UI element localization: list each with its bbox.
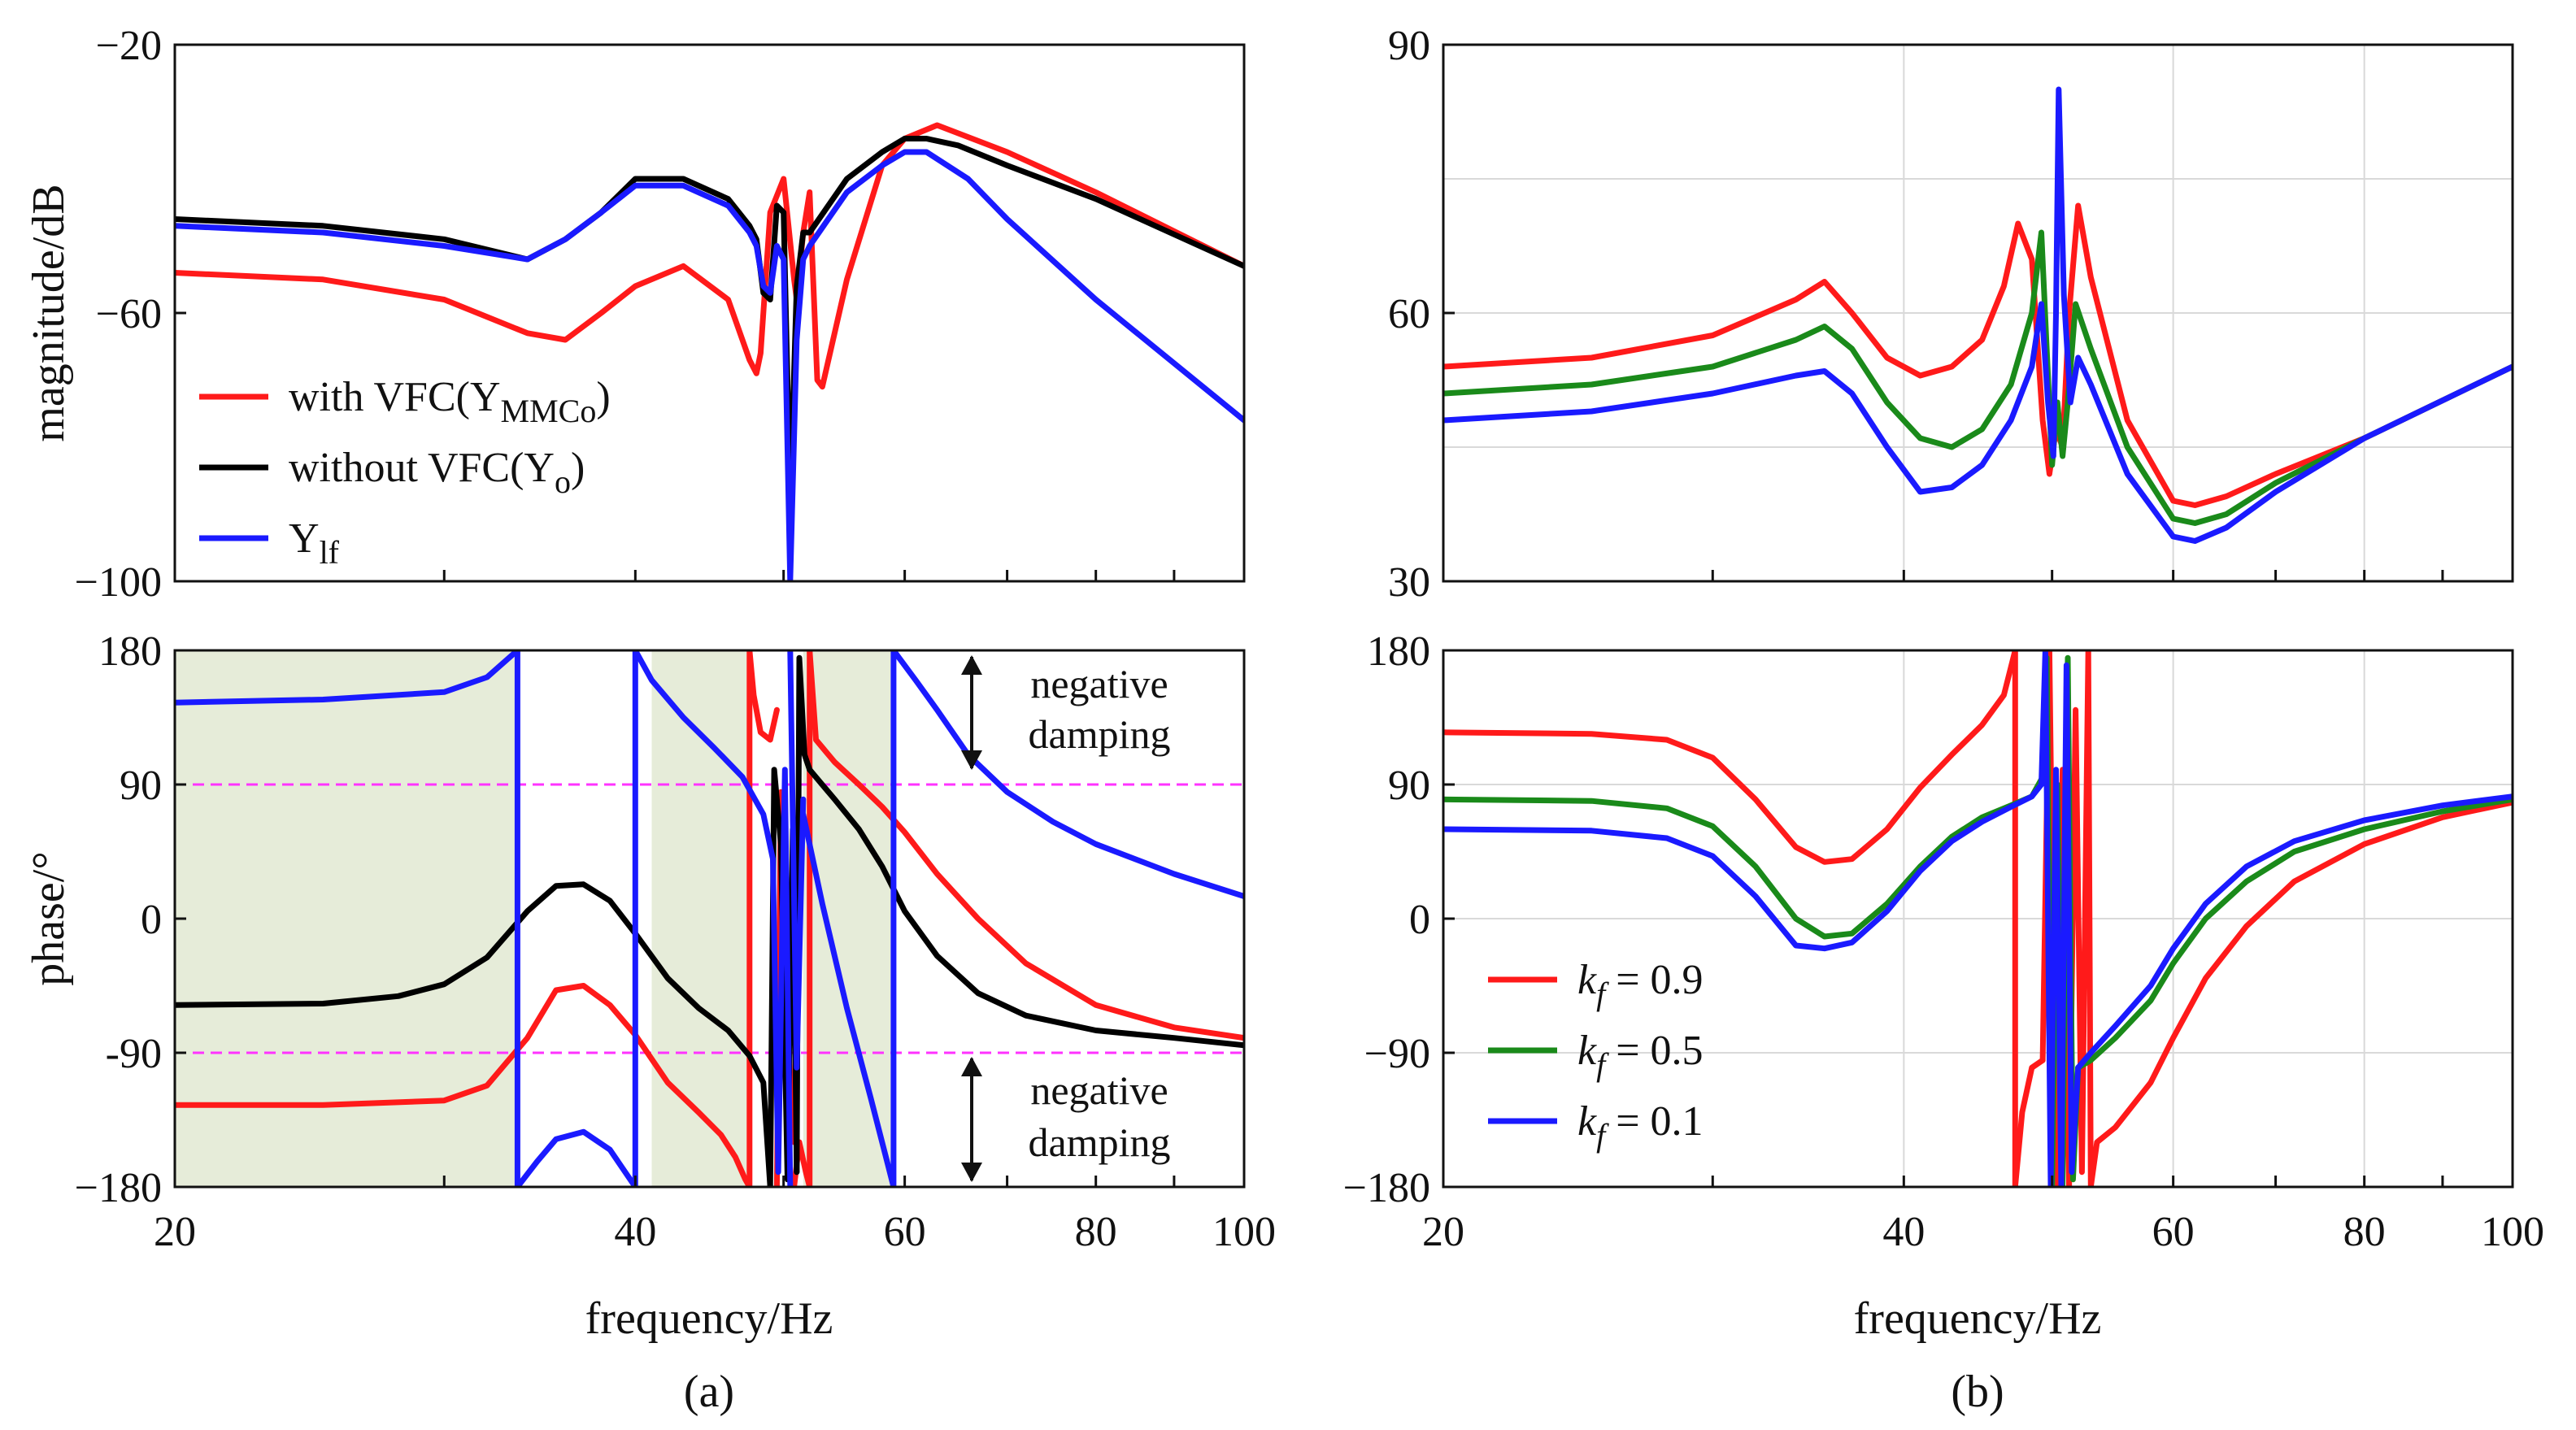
data-series [175,86,2513,1187]
b_mag-ytick-label-0: 90 [1388,23,1430,69]
a_mag-legend-label-2: Ylf [289,515,340,571]
a_phase-xtick-label-2: 60 [884,1209,926,1255]
b_mag-series-1-segment-0 [1443,229,2513,526]
b_phase-series-1-segment-2 [2075,796,2513,1071]
annotation-negative-top: negative [1030,661,1168,706]
b_phase-xtick-label-0: 20 [1422,1209,1464,1255]
b_mag-ytick-label-2: 30 [1388,559,1430,606]
a_phase-series-1-segment-0 [175,881,773,1187]
annotation-negative-bottom: negative [1030,1067,1168,1113]
annotation-damping-bottom: damping [1029,1119,1171,1165]
a_phase-series-2-segment-2 [514,1128,638,1187]
b_phase-xtick-label-3: 80 [2343,1209,2386,1255]
a_phase-series-2-segment-7 [800,811,897,1187]
b_phase-series-0-segment-5 [2087,799,2513,1187]
b_phase-ytick-label-2: 0 [1409,897,1430,943]
a_mag-series-group [175,122,1244,581]
b_phase-series-0-segment-2 [2012,1057,2046,1187]
b_mag-legend-label-1: kf = 0.5 [1577,1028,1704,1083]
b_phase-ytick-label-4: −180 [1343,1165,1430,1211]
a_phase-series-0-segment-6 [807,650,1244,1041]
negative-damping-annotation-top: negative damping [961,655,1170,770]
a_phase-series-0-segment-0 [175,983,753,1187]
a_phase-xtick-label-3: 80 [1075,1209,1117,1255]
b_mag-legend-label-0: kf = 0.9 [1577,957,1704,1012]
a_mag-ytick-label-0: −20 [96,23,162,69]
a_phase-ytick-label-0: 180 [98,628,162,675]
legends: with VFC(YMMCo) without VFC(Yo) Ylf kf = 0.… [199,374,1704,1154]
a_phase-series-2-segment-9 [890,650,1244,899]
b_mag-series-0-segment-0 [1443,202,2513,508]
a_phase-ytick-label-3: -90 [106,1031,162,1077]
b_phase-series-group [1443,650,2513,1187]
x-axis-label-b: frequency/Hz [1854,1293,2102,1344]
y-axis-label-phase: phase/° [24,851,74,985]
b_mag-series-group [1443,86,2513,544]
b_phase-series-2-segment-1 [2039,650,2082,1187]
b_phase-series-2-segment-0 [1443,781,2044,952]
b_mag-series-2-segment-0 [1443,86,2513,544]
panel-a-magnitude-frame [173,43,1246,583]
panel-label-a: (a) [684,1367,734,1417]
b_mag-ytick-label-1: 60 [1388,291,1430,337]
a_phase-series-group [175,650,1244,1187]
annotation-damping-top: damping [1029,711,1171,757]
a_phase-ytick-label-4: −180 [75,1165,162,1211]
negative-damping-shading [175,650,894,1187]
negative-damping-annotation-bottom: negative damping [961,1057,1170,1182]
b_phase-ytick-label-0: 180 [1367,628,1430,675]
a_phase-ytick-label-2: 0 [141,897,162,943]
a_phase-series-2-segment-4 [632,650,776,863]
a_phase-ytick-label-1: 90 [120,763,162,809]
panel-label-b: (b) [1951,1367,2004,1417]
b_phase-ytick-label-3: −90 [1364,1031,1430,1077]
a_phase-series-2-segment-6 [787,650,807,1071]
b_phase-xtick-label-4: 100 [2481,1209,2544,1255]
b_phase-series-2-segment-2 [2075,793,2513,1071]
b_phase-series-1-segment-0 [1443,774,2046,940]
a_phase-series-0-segment-2 [746,650,780,743]
b_mag-legend-label-2: kf = 0.1 [1577,1098,1704,1154]
a_mag-series-2-segment-0 [175,149,1244,581]
grid-lines [1443,44,2513,1188]
a_mag-ytick-label-2: −100 [75,559,162,606]
x-axis-label-a: frequency/Hz [585,1293,833,1344]
y-axis-label-magnitude: magnitude/dB [24,184,74,441]
b_phase-series-0-segment-4 [2066,650,2094,1187]
b_phase-series-0-segment-0 [1443,650,2018,865]
b_phase-ytick-label-1: 90 [1388,763,1430,809]
a_phase-xtick-label-1: 40 [614,1209,656,1255]
a_mag-legend-label-0: with VFC(YMMCo) [289,374,611,429]
a_phase-series-1-segment-3 [807,767,1244,1049]
a_mag-legend-label-1: without VFC(Yo) [289,445,585,500]
shaded-region-1 [651,650,750,1187]
a_phase-xtick-label-4: 100 [1212,1209,1276,1255]
b_phase-xtick-label-1: 40 [1882,1209,1925,1255]
a_phase-series-2-segment-5 [770,767,794,1187]
a_mag-series-0-segment-0 [175,122,1244,390]
a_phase-xtick-label-0: 20 [154,1209,196,1255]
a_phase-series-2-segment-0 [175,650,520,706]
a_mag-ytick-label-1: −60 [96,291,162,337]
b_phase-xtick-label-2: 60 [2152,1209,2195,1255]
